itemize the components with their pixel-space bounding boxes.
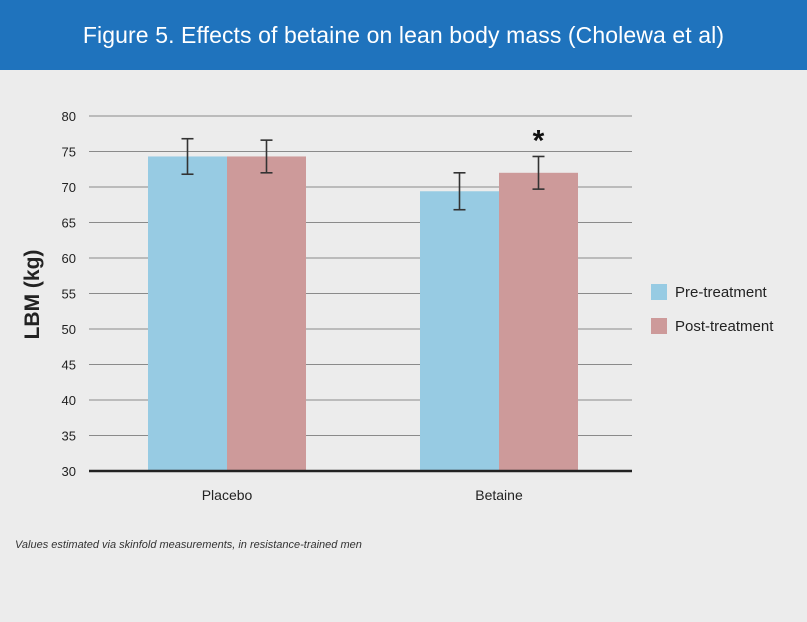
x-tick-label: Betaine xyxy=(475,487,523,503)
y-tick-label: 35 xyxy=(62,429,76,444)
y-tick-label: 55 xyxy=(62,287,76,302)
y-tick-label: 30 xyxy=(62,464,76,479)
chart-area: 30 35 40 45 50 55 60 65 70 75 80 LBM (kg) Placebo Bet… xyxy=(0,70,807,570)
legend-swatch xyxy=(651,318,667,334)
significance-asterisk: * xyxy=(533,124,545,157)
y-tick-label: 70 xyxy=(62,180,76,195)
bar-chart: 30 35 40 45 50 55 60 65 70 75 80 LBM (kg) Placebo Bet… xyxy=(21,109,774,503)
figure-title: Figure 5. Effects of betaine on lean bod… xyxy=(82,21,725,48)
figure-header: Figure 5. Effects of betaine on lean bod… xyxy=(0,0,807,70)
y-tick-label: 60 xyxy=(62,251,76,266)
y-tick-label: 80 xyxy=(62,109,76,124)
y-tick-label: 75 xyxy=(62,145,76,160)
y-tick-label: 65 xyxy=(62,216,76,231)
y-tick-label: 45 xyxy=(62,358,76,373)
bar-pre-treatment-placebo xyxy=(148,156,227,471)
x-tick-label: Placebo xyxy=(202,487,253,503)
y-tick-label: 50 xyxy=(62,322,76,337)
legend-label: Post-treatment xyxy=(675,318,774,335)
bar-post-treatment-betaine xyxy=(499,172,578,472)
y-axis-label: LBM (kg) xyxy=(21,250,44,340)
bar-pre-treatment-betaine xyxy=(420,191,499,471)
footnote: Values estimated via skinfold measuremen… xyxy=(15,539,362,551)
legend-swatch xyxy=(651,284,667,300)
bar-post-treatment-placebo xyxy=(227,156,306,471)
y-tick-label: 40 xyxy=(62,393,76,408)
legend-label: Pre-treatment xyxy=(675,284,768,301)
